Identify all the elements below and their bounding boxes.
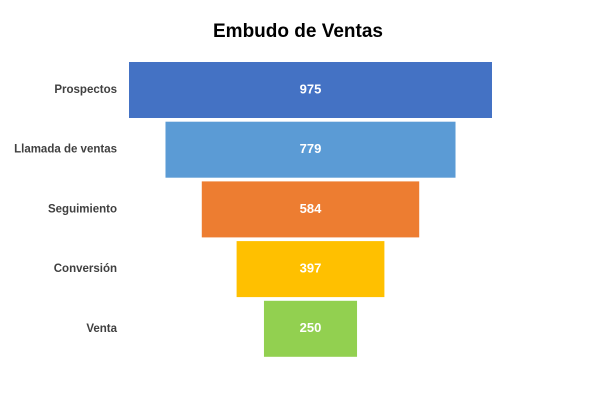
- value-label: 779: [300, 141, 322, 156]
- value-label: 397: [300, 261, 322, 276]
- value-label: 975: [300, 81, 322, 96]
- funnel-bar: [201, 181, 420, 238]
- category-label: Venta: [86, 323, 117, 335]
- value-label: 250: [300, 320, 322, 335]
- category-label: Llamada de ventas: [14, 144, 117, 156]
- funnel-bar: [263, 300, 358, 357]
- funnel-bar: [236, 241, 385, 298]
- chart-title: Embudo de Ventas: [213, 21, 383, 42]
- funnel-bar: [129, 62, 492, 118]
- category-label: Seguimiento: [48, 203, 117, 215]
- category-label: Conversión: [54, 263, 117, 275]
- funnel-bar: [165, 121, 456, 178]
- value-label: 584: [300, 201, 322, 216]
- category-label: Prospectos: [54, 84, 117, 96]
